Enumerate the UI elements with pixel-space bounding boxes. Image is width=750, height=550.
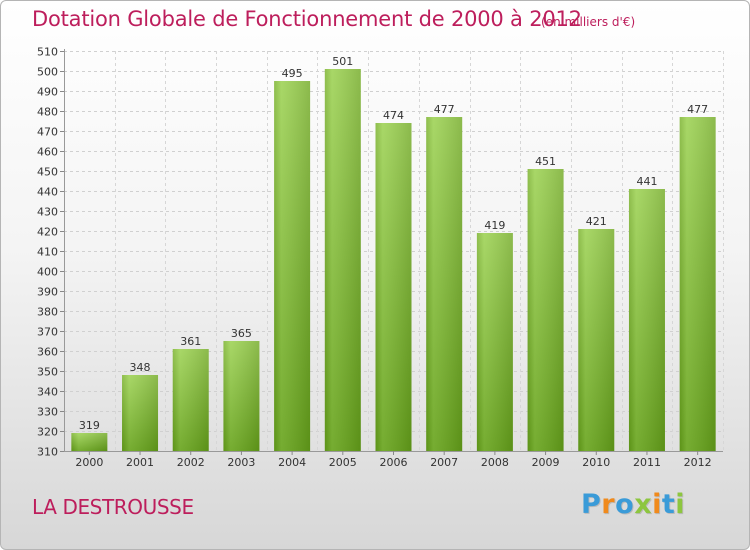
y-tick-label: 470 bbox=[37, 126, 58, 139]
x-tick-label: 2002 bbox=[177, 456, 205, 469]
x-tick-label: 2004 bbox=[278, 456, 306, 469]
bar-shade-2010 bbox=[578, 229, 615, 451]
chart-subtitle: (en milliers d'€) bbox=[541, 15, 636, 29]
bar-shade-2011 bbox=[628, 189, 665, 451]
x-tick-label: 2009 bbox=[532, 456, 560, 469]
data-label-2008: 419 bbox=[484, 219, 505, 232]
data-label-2001: 348 bbox=[130, 361, 151, 374]
bar-shade-2004 bbox=[274, 81, 311, 451]
brand-letter: i bbox=[675, 489, 686, 520]
bar-shade-2000 bbox=[71, 433, 108, 451]
brand-letter: t bbox=[661, 489, 676, 520]
y-tick-label: 380 bbox=[37, 306, 58, 319]
bar-shade-2008 bbox=[476, 233, 513, 451]
y-tick-label: 330 bbox=[37, 406, 58, 419]
data-label-2006: 474 bbox=[383, 109, 404, 122]
bar-shade-2005 bbox=[324, 69, 361, 451]
bar-shade-2009 bbox=[527, 169, 564, 451]
x-tick-label: 2012 bbox=[684, 456, 712, 469]
x-tick-label: 2007 bbox=[430, 456, 458, 469]
data-label-2005: 501 bbox=[332, 55, 353, 68]
chart-title: Dotation Globale de Fonctionnement de 20… bbox=[32, 7, 582, 31]
brand-letter: i bbox=[652, 489, 662, 520]
y-tick-label: 420 bbox=[37, 226, 58, 239]
bar-shade-2007 bbox=[426, 117, 463, 451]
axes bbox=[60, 49, 723, 455]
bar-shade-2006 bbox=[375, 123, 412, 451]
x-tick-label: 2008 bbox=[481, 456, 509, 469]
y-tick-label: 480 bbox=[37, 106, 58, 119]
y-tick-label: 410 bbox=[37, 246, 58, 259]
place-name: LA DESTROUSSE bbox=[32, 495, 194, 519]
x-tick-label: 2005 bbox=[329, 456, 357, 469]
y-tick-label: 390 bbox=[37, 286, 58, 299]
y-tick-label: 510 bbox=[37, 46, 58, 59]
data-label-2007: 477 bbox=[434, 103, 455, 116]
data-label-2000: 319 bbox=[79, 419, 100, 432]
data-label-2012: 477 bbox=[687, 103, 708, 116]
x-tick-label: 2010 bbox=[582, 456, 610, 469]
data-label-2003: 365 bbox=[231, 327, 252, 340]
y-tick-label: 350 bbox=[37, 366, 58, 379]
y-tick-label: 310 bbox=[37, 446, 58, 459]
y-tick-label: 320 bbox=[37, 426, 58, 439]
bars bbox=[71, 69, 716, 451]
x-tick-label: 2006 bbox=[380, 456, 408, 469]
brand-letter: P bbox=[581, 489, 602, 520]
y-tick-label: 440 bbox=[37, 186, 58, 199]
y-tick-label: 460 bbox=[37, 146, 58, 159]
y-tick-label: 360 bbox=[37, 346, 58, 359]
y-tick-label: 490 bbox=[37, 86, 58, 99]
bar-shade-2001 bbox=[122, 375, 159, 451]
bar-shade-2012 bbox=[679, 117, 716, 451]
x-tick-label: 2001 bbox=[126, 456, 154, 469]
y-tick-label: 400 bbox=[37, 266, 58, 279]
bar-shade-2003 bbox=[223, 341, 260, 451]
brand-letter: x bbox=[634, 489, 653, 520]
x-tick-label: 2011 bbox=[633, 456, 661, 469]
data-label-2009: 451 bbox=[535, 155, 556, 168]
brand-letter: r bbox=[601, 489, 616, 520]
data-label-2010: 421 bbox=[586, 215, 607, 228]
data-label-2004: 495 bbox=[282, 67, 303, 80]
labels: 310 320 330 340 350 360 370 380 390 400 410 420 430 4… bbox=[37, 46, 712, 470]
data-label-2002: 361 bbox=[180, 335, 201, 348]
bar-shade-2002 bbox=[172, 349, 209, 451]
y-tick-label: 370 bbox=[37, 326, 58, 339]
x-tick-label: 2000 bbox=[75, 456, 103, 469]
x-tick-label: 2003 bbox=[227, 456, 255, 469]
y-tick-label: 430 bbox=[37, 206, 58, 219]
data-label-2011: 441 bbox=[636, 175, 657, 188]
y-tick-label: 500 bbox=[37, 66, 58, 79]
y-tick-label: 450 bbox=[37, 166, 58, 179]
brand-logo: Proxiti bbox=[581, 489, 685, 520]
brand-letter: o bbox=[615, 489, 635, 520]
y-tick-label: 340 bbox=[37, 386, 58, 399]
